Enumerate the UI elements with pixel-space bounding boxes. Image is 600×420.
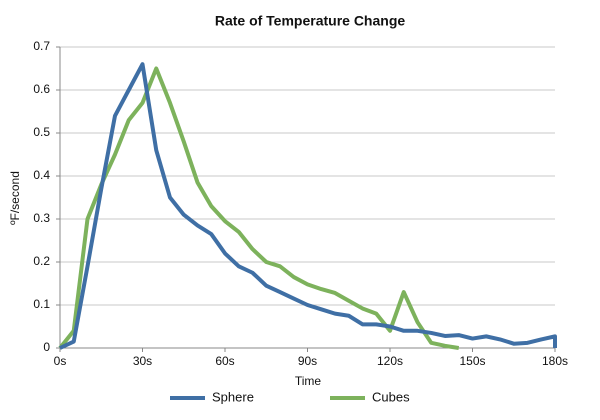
- legend-label: Cubes: [372, 389, 410, 404]
- y-tick-label: 0.4: [33, 168, 50, 182]
- y-tick-label: 0.1: [33, 297, 50, 311]
- line-series: [58, 66, 460, 350]
- x-tick-label: 90s: [298, 354, 317, 368]
- x-axis-label: Time: [295, 374, 322, 388]
- x-tick-label: 120s: [377, 354, 403, 368]
- x-tick-label: 180s: [542, 354, 568, 368]
- y-tick-label: 0.7: [33, 39, 50, 53]
- chart-title: Rate of Temperature Change: [215, 13, 406, 29]
- x-tick-label: 60s: [215, 354, 234, 368]
- y-tick-label: 0.6: [33, 82, 50, 96]
- y-tick-label: 0.5: [33, 125, 50, 139]
- y-tick-label: 0: [43, 340, 50, 354]
- x-tick-label: 30s: [133, 354, 152, 368]
- x-tick-label: 150s: [459, 354, 485, 368]
- y-axis-label: ºF/second: [8, 171, 22, 225]
- y-tick-label: 0.3: [33, 211, 50, 225]
- legend-label: Sphere: [212, 389, 254, 404]
- line-series: [59, 62, 557, 350]
- y-tick-label: 0.2: [33, 254, 50, 268]
- x-tick-label: 0s: [54, 354, 67, 368]
